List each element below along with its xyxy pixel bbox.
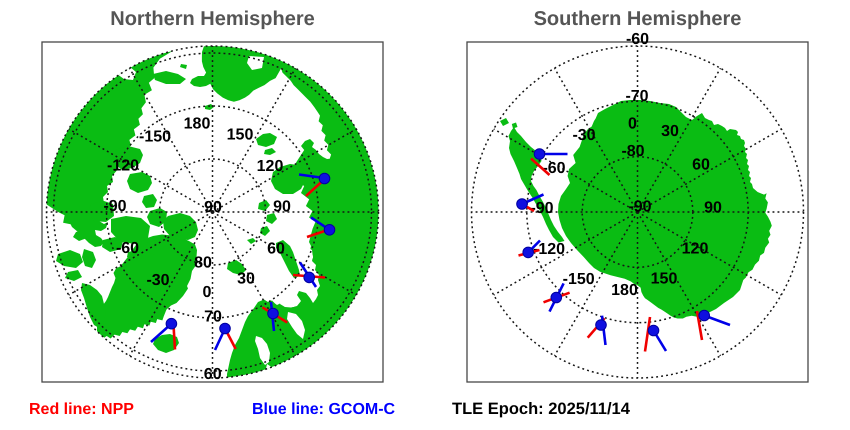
svg-text:-150: -150 [139,129,171,146]
svg-text:60: 60 [692,157,710,174]
svg-text:30: 30 [237,271,255,288]
svg-text:-80: -80 [621,143,644,160]
svg-text:80: 80 [194,255,212,272]
svg-text:120: 120 [257,158,284,175]
svg-text:180: 180 [611,282,638,299]
svg-text:0: 0 [628,116,637,133]
svg-text:Red line: NPP: Red line: NPP [29,401,134,418]
svg-text:-90: -90 [628,199,651,216]
svg-text:-120: -120 [533,241,565,258]
svg-text:60: 60 [204,366,222,383]
svg-text:150: 150 [651,271,678,288]
svg-text:-120: -120 [107,158,139,175]
svg-text:TLE Epoch: 2025/11/14: TLE Epoch: 2025/11/14 [452,400,631,418]
svg-text:-60: -60 [626,31,649,48]
svg-text:60: 60 [267,241,285,258]
svg-text:90: 90 [704,200,722,217]
svg-text:Northern Hemisphere: Northern Hemisphere [110,8,315,30]
svg-text:30: 30 [661,123,679,140]
svg-text:-30: -30 [146,272,169,289]
svg-text:-30: -30 [572,127,595,144]
svg-text:0: 0 [203,284,212,301]
svg-text:Blue line: GCOM-C: Blue line: GCOM-C [252,401,396,418]
svg-text:-60: -60 [542,160,565,177]
svg-text:-90: -90 [530,200,553,217]
svg-text:90: 90 [273,199,291,216]
svg-text:-150: -150 [563,271,595,288]
svg-text:180: 180 [184,116,211,133]
svg-text:Southern Hemisphere: Southern Hemisphere [534,8,742,30]
svg-text:120: 120 [682,241,709,258]
svg-text:90: 90 [204,199,222,216]
svg-text:-90: -90 [103,198,126,215]
svg-text:-60: -60 [116,240,139,257]
svg-text:150: 150 [227,127,254,144]
svg-text:70: 70 [204,309,222,326]
svg-text:-70: -70 [625,88,648,105]
